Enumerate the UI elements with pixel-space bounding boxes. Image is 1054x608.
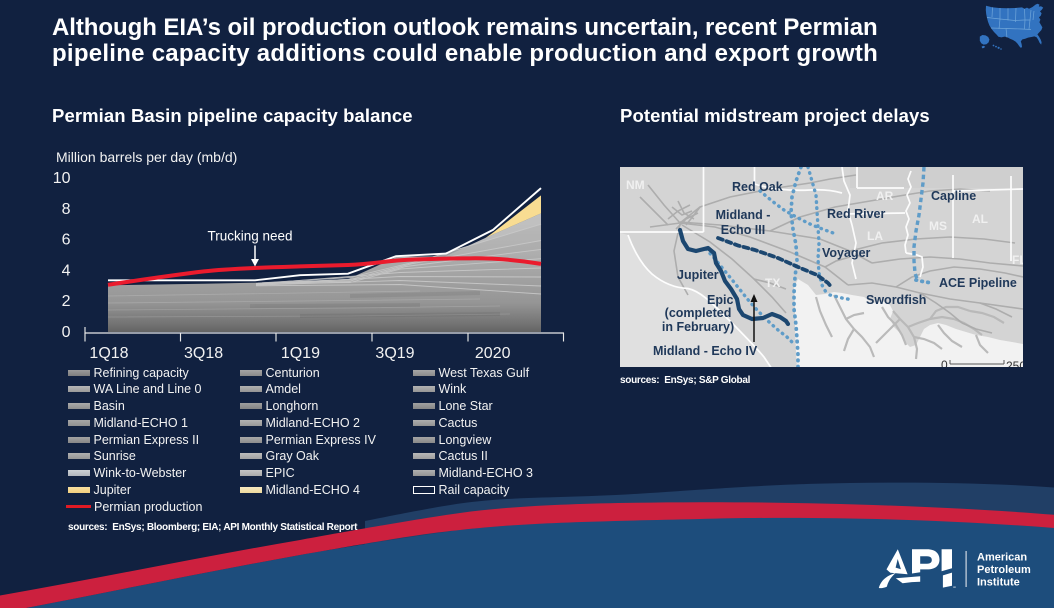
svg-text:MS: MS bbox=[929, 219, 947, 233]
svg-text:TX: TX bbox=[765, 276, 780, 290]
svg-text:Epic: Epic bbox=[707, 293, 733, 307]
svg-text:250: 250 bbox=[1006, 359, 1023, 367]
svg-text:FL: FL bbox=[1012, 253, 1023, 267]
svg-text:3Q19: 3Q19 bbox=[375, 345, 414, 362]
svg-text:LA: LA bbox=[867, 229, 883, 243]
svg-text:ACE Pipeline: ACE Pipeline bbox=[939, 276, 1017, 290]
svg-text:Institute: Institute bbox=[977, 577, 1020, 589]
svg-text:AR: AR bbox=[876, 189, 894, 203]
svg-text:Petroleum: Petroleum bbox=[977, 564, 1031, 576]
svg-text:Midland -: Midland - bbox=[716, 208, 771, 222]
svg-text:in February): in February) bbox=[662, 320, 734, 334]
svg-text:4: 4 bbox=[62, 262, 71, 279]
svg-text:8: 8 bbox=[62, 201, 71, 218]
svg-text:AL: AL bbox=[972, 212, 988, 226]
svg-text:Echo III: Echo III bbox=[721, 223, 765, 237]
svg-text:1Q19: 1Q19 bbox=[281, 345, 320, 362]
svg-text:6: 6 bbox=[62, 232, 71, 249]
svg-text:Capline: Capline bbox=[931, 189, 976, 203]
svg-text:Red Oak: Red Oak bbox=[732, 180, 783, 194]
svg-text:Swordfish: Swordfish bbox=[866, 293, 926, 307]
svg-text:0: 0 bbox=[941, 358, 948, 367]
svg-text:NM: NM bbox=[626, 178, 645, 192]
svg-text:2020: 2020 bbox=[475, 345, 511, 362]
svg-text:3Q18: 3Q18 bbox=[184, 345, 223, 362]
svg-text:Jupiter: Jupiter bbox=[677, 268, 719, 282]
svg-text:(completed: (completed bbox=[665, 306, 732, 320]
svg-text:1Q18: 1Q18 bbox=[89, 345, 128, 362]
svg-text:Voyager: Voyager bbox=[822, 246, 871, 260]
svg-text:Red River: Red River bbox=[827, 207, 885, 221]
svg-text:2: 2 bbox=[62, 293, 71, 310]
svg-text:0: 0 bbox=[62, 324, 71, 341]
svg-text:Trucking need: Trucking need bbox=[207, 229, 292, 244]
svg-text:American: American bbox=[977, 552, 1027, 564]
svg-text:10: 10 bbox=[53, 170, 71, 187]
svg-text:Midland - Echo IV: Midland - Echo IV bbox=[653, 344, 758, 358]
